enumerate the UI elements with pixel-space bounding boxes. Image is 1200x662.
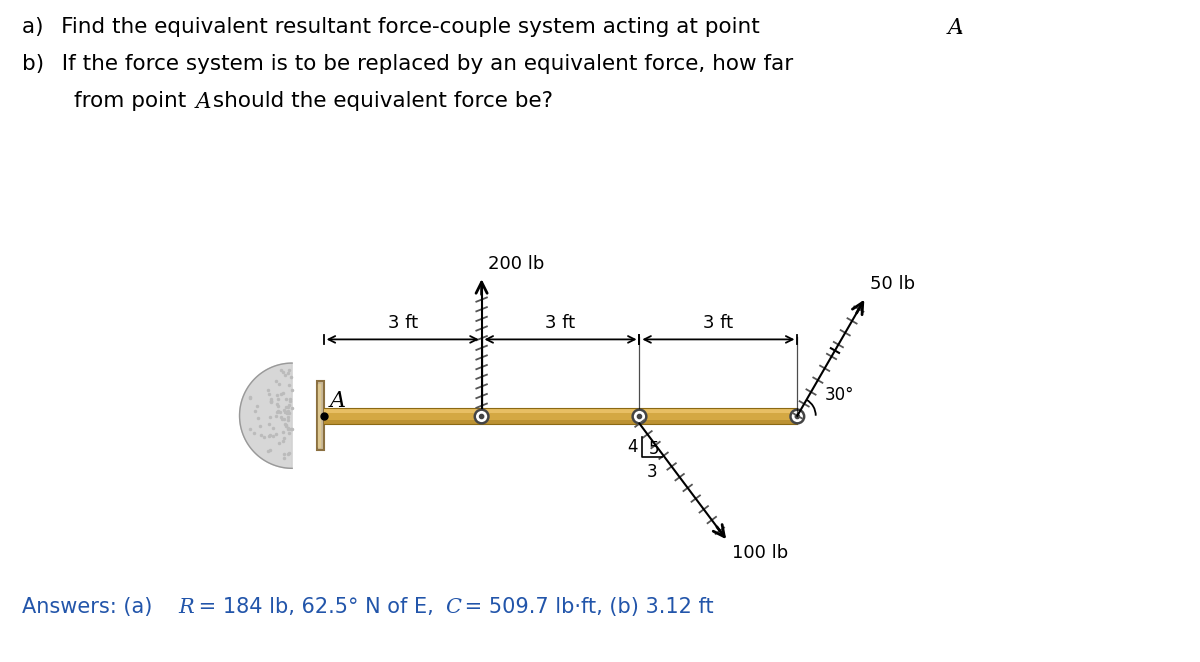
Text: from point: from point — [74, 91, 193, 111]
Text: = 509.7 lb·ft, (b) 3.12 ft: = 509.7 lb·ft, (b) 3.12 ft — [458, 597, 714, 617]
Circle shape — [475, 410, 488, 423]
Text: 50 lb: 50 lb — [870, 275, 916, 293]
Text: C: C — [445, 598, 461, 617]
Text: should the equivalent force be?: should the equivalent force be? — [206, 91, 553, 111]
Text: A: A — [330, 390, 346, 412]
Text: 3 ft: 3 ft — [388, 314, 418, 332]
Text: 4: 4 — [628, 438, 638, 455]
Text: Answers: (a): Answers: (a) — [22, 597, 158, 617]
Text: 100 lb: 100 lb — [732, 544, 788, 562]
Text: .: . — [956, 17, 964, 36]
Text: A: A — [196, 91, 211, 113]
Circle shape — [480, 414, 484, 418]
Text: a)  Find the equivalent resultant force-couple system acting at point: a) Find the equivalent resultant force-c… — [22, 17, 767, 36]
Text: 3 ft: 3 ft — [703, 314, 733, 332]
Text: 200 lb: 200 lb — [488, 255, 545, 273]
Text: 5: 5 — [649, 440, 660, 458]
Bar — [318, 381, 324, 450]
Bar — [324, 408, 797, 424]
Bar — [318, 384, 320, 448]
Text: R: R — [179, 598, 194, 617]
Text: = 184 lb, 62.5° N of E,: = 184 lb, 62.5° N of E, — [192, 597, 440, 617]
Bar — [324, 409, 797, 413]
Polygon shape — [240, 363, 292, 468]
Text: b)  If the force system is to be replaced by an equivalent force, how far: b) If the force system is to be replaced… — [22, 54, 793, 74]
Circle shape — [796, 414, 799, 418]
Bar — [324, 420, 797, 424]
Circle shape — [791, 410, 804, 423]
Text: 3: 3 — [647, 463, 658, 481]
Circle shape — [637, 414, 642, 418]
Circle shape — [632, 410, 647, 423]
Text: 30°: 30° — [824, 386, 854, 404]
Text: 3 ft: 3 ft — [546, 314, 576, 332]
Text: A: A — [948, 17, 964, 38]
